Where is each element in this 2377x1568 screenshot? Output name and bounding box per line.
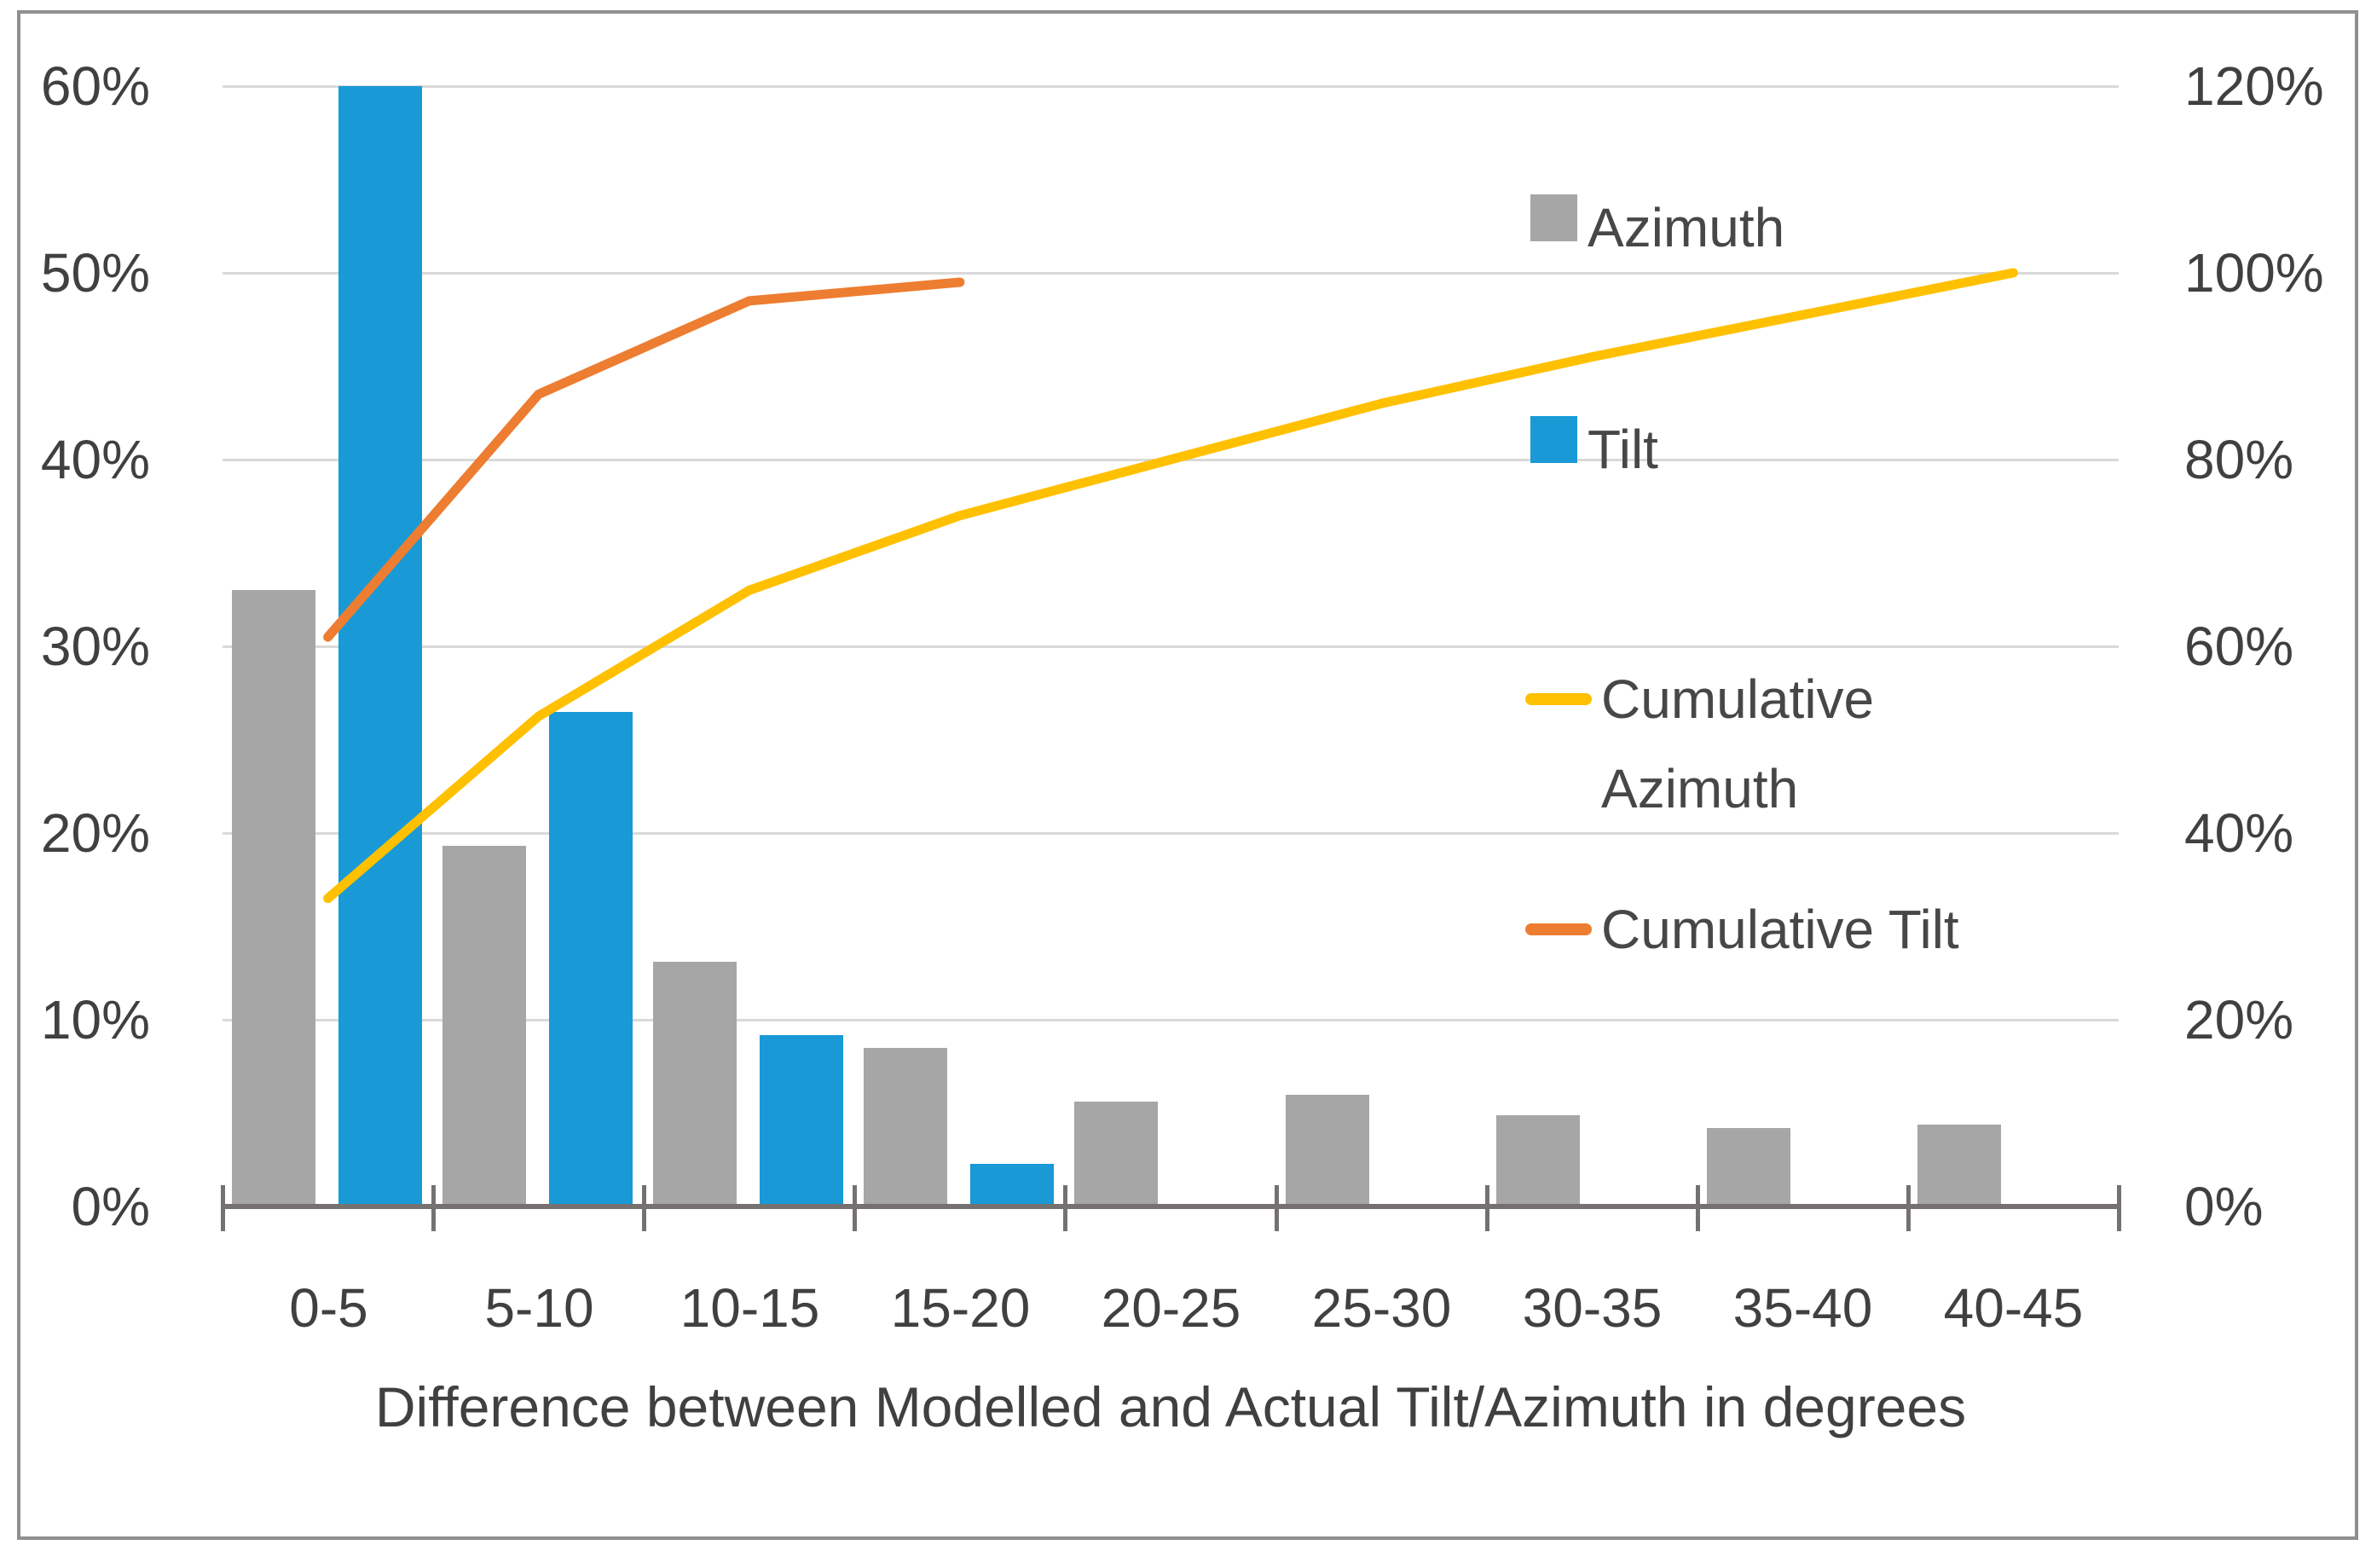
gridline xyxy=(223,85,2119,88)
x-axis-category-label: 15-20 xyxy=(890,1277,1031,1339)
left-axis-tick-label: 40% xyxy=(40,429,150,490)
x-axis-category-label: 30-35 xyxy=(1522,1277,1663,1339)
x-axis-category-label: 20-25 xyxy=(1101,1277,1241,1339)
bar-azimuth-30-35 xyxy=(1496,1115,1580,1206)
x-axis-tick xyxy=(1696,1185,1700,1231)
legend-line-marker xyxy=(1525,923,1592,935)
bar-tilt-10-15 xyxy=(760,1035,843,1206)
bar-azimuth-20-25 xyxy=(1074,1102,1158,1206)
line-cumulative-tilt xyxy=(323,277,965,642)
x-axis-title: Difference between Modelled and Actual T… xyxy=(374,1375,1967,1438)
bar-azimuth-40-45 xyxy=(1917,1125,2001,1206)
x-axis-category-label: 0-5 xyxy=(289,1277,368,1339)
legend-line-marker xyxy=(1525,693,1592,705)
legend-item-label: Cumulative Azimuth xyxy=(1601,668,1875,819)
right-axis-tick-label: 100% xyxy=(2184,242,2324,304)
x-axis-tick xyxy=(853,1185,857,1231)
x-axis-category-label: 10-15 xyxy=(680,1277,820,1339)
x-axis-category-label: 5-10 xyxy=(484,1277,594,1339)
x-axis-tick xyxy=(431,1185,436,1231)
x-axis-tick xyxy=(2117,1185,2121,1231)
x-axis-tick xyxy=(221,1185,225,1231)
gridline xyxy=(223,1019,2119,1021)
legend-item-label: Azimuth xyxy=(1588,197,1785,258)
bar-azimuth-10-15 xyxy=(653,962,737,1206)
right-axis-tick-label: 120% xyxy=(2184,55,2324,117)
left-axis-tick-label: 50% xyxy=(40,242,150,304)
bar-tilt-0-5 xyxy=(338,86,422,1206)
bar-azimuth-35-40 xyxy=(1707,1128,1790,1206)
x-axis-tick xyxy=(1275,1185,1279,1231)
x-axis-line xyxy=(221,1204,2120,1209)
right-axis-tick-label: 40% xyxy=(2184,802,2294,864)
x-axis-category-label: 40-45 xyxy=(1943,1277,2084,1339)
legend-item-label: Cumulative Tilt xyxy=(1601,899,1959,960)
bar-tilt-5-10 xyxy=(549,712,633,1206)
gridline xyxy=(223,832,2119,835)
bar-azimuth-15-20 xyxy=(864,1048,947,1206)
left-axis-tick-label: 20% xyxy=(40,802,150,864)
left-axis-tick-label: 30% xyxy=(40,616,150,677)
left-axis-tick-label: 0% xyxy=(71,1176,151,1237)
legend-square-marker xyxy=(1530,194,1577,241)
x-axis-tick xyxy=(1063,1185,1067,1231)
right-axis-tick-label: 0% xyxy=(2184,1176,2264,1237)
bar-azimuth-25-30 xyxy=(1286,1095,1369,1206)
bar-azimuth-0-5 xyxy=(232,590,315,1206)
left-axis-tick-label: 10% xyxy=(40,989,150,1050)
right-axis-tick-label: 20% xyxy=(2184,989,2294,1050)
x-axis-category-label: 35-40 xyxy=(1732,1277,1873,1339)
legend-square-marker xyxy=(1530,416,1577,463)
gridline xyxy=(223,645,2119,648)
gridline xyxy=(223,272,2119,275)
bar-tilt-15-20 xyxy=(970,1164,1054,1206)
x-axis-tick xyxy=(1906,1185,1911,1231)
line-cumulative-azimuth xyxy=(323,268,2018,904)
right-axis-tick-label: 60% xyxy=(2184,616,2294,677)
right-axis-tick-label: 80% xyxy=(2184,429,2294,490)
left-axis-tick-label: 60% xyxy=(40,55,150,117)
x-axis-category-label: 25-30 xyxy=(1311,1277,1452,1339)
bar-azimuth-5-10 xyxy=(442,846,526,1206)
x-axis-tick xyxy=(1485,1185,1489,1231)
chart-border xyxy=(17,10,2358,1540)
legend-item-label: Tilt xyxy=(1588,419,1658,480)
x-axis-tick xyxy=(642,1185,646,1231)
